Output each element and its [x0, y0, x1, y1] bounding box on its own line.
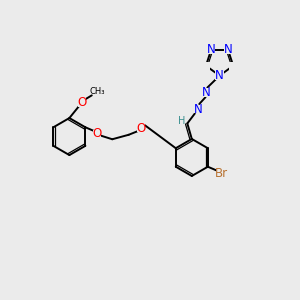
Text: N: N [194, 103, 202, 116]
Text: N: N [202, 86, 211, 99]
FancyBboxPatch shape [202, 88, 210, 97]
FancyBboxPatch shape [207, 46, 215, 54]
FancyBboxPatch shape [216, 169, 226, 178]
FancyBboxPatch shape [93, 130, 100, 138]
FancyBboxPatch shape [137, 124, 145, 132]
Text: O: O [92, 128, 101, 140]
Text: N: N [224, 43, 232, 56]
FancyBboxPatch shape [194, 105, 202, 113]
Text: CH₃: CH₃ [90, 87, 106, 96]
Text: N: N [215, 69, 224, 82]
FancyBboxPatch shape [78, 98, 86, 107]
Text: N: N [207, 43, 215, 56]
Text: O: O [77, 96, 86, 109]
FancyBboxPatch shape [224, 46, 232, 54]
FancyBboxPatch shape [229, 61, 237, 70]
Text: Br: Br [214, 167, 227, 180]
FancyBboxPatch shape [178, 118, 185, 124]
FancyBboxPatch shape [202, 61, 210, 70]
Text: H: H [178, 116, 185, 126]
Text: O: O [136, 122, 146, 135]
FancyBboxPatch shape [215, 71, 224, 80]
